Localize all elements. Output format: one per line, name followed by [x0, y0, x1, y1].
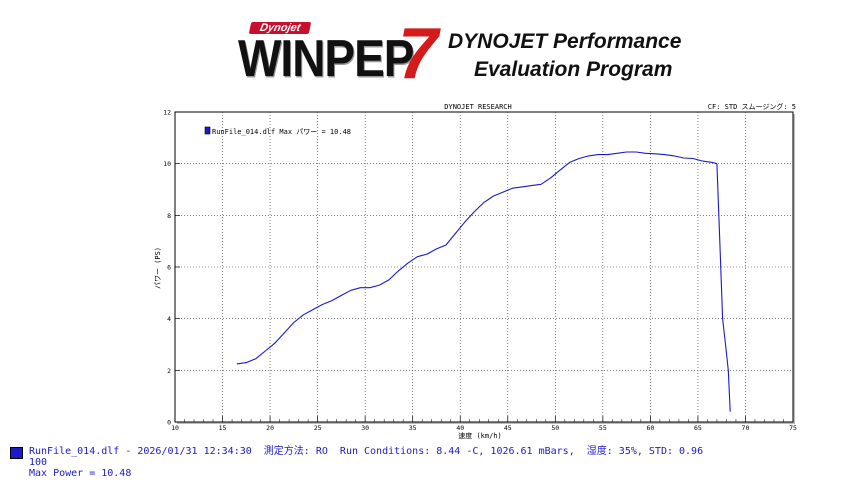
legend: RunFile_014.dlf Max パワー = 10.48 — [204, 126, 351, 136]
x-tick-label: 30 — [361, 424, 369, 432]
logo-winpep-text: WINPEP — [238, 29, 414, 88]
y-tick-label: 10 — [163, 160, 171, 168]
run-color-swatch — [10, 447, 23, 459]
x-tick-label: 50 — [551, 424, 559, 432]
legend-label: RunFile_014.dlf Max パワー = 10.48 — [212, 128, 351, 136]
x-tick-label: 70 — [742, 424, 750, 432]
chart-title: DYNOJET RESEARCH — [444, 103, 511, 111]
x-tick-label: 75 — [789, 424, 797, 432]
y-tick-label: 4 — [167, 315, 171, 323]
y-tick-label: 2 — [167, 367, 171, 375]
run-number-line: 100 — [29, 457, 48, 468]
x-tick-label: 25 — [314, 424, 322, 432]
x-axis-label: 速度 (km/h) — [458, 431, 502, 440]
winpep7-logo: WINPEP Dynojet 7 DYNOJET Performance Eva… — [238, 18, 718, 90]
x-tick-label: 65 — [694, 424, 702, 432]
x-tick-label: 40 — [456, 424, 464, 432]
logo-tagline-line2: Evaluation Program — [474, 58, 673, 81]
chart-top-right-label: CF: STD スムージング: 5 — [708, 102, 796, 111]
logo-tagline-line1: DYNOJET Performance — [448, 30, 682, 53]
x-tick-label: 20 — [266, 424, 274, 432]
x-tick-label: 35 — [409, 424, 417, 432]
y-axis-label: パワー (PS) — [154, 247, 162, 289]
power-curve-line — [236, 151, 731, 412]
y-tick-label: 8 — [167, 212, 171, 220]
x-tick-label: 10 — [171, 424, 179, 432]
max-power-line: Max Power = 10.48 — [29, 468, 132, 479]
x-tick-label: 45 — [504, 424, 512, 432]
run-conditions-line: RunFile_014.dlf - 2026/01/31 12:34:30 測定… — [29, 446, 704, 457]
y-tick-label: 6 — [167, 264, 171, 272]
y-tick-label: 0 — [167, 419, 171, 427]
logo-seven: 7 — [398, 14, 439, 94]
run-info-footer: RunFile_014.dlf - 2026/01/31 12:34:30 測定… — [10, 446, 703, 479]
y-tick-label: 12 — [163, 109, 171, 117]
legend-swatch — [204, 126, 211, 135]
x-tick-label: 55 — [599, 424, 607, 432]
x-tick-label: 60 — [646, 424, 654, 432]
x-tick-label: 15 — [219, 424, 227, 432]
